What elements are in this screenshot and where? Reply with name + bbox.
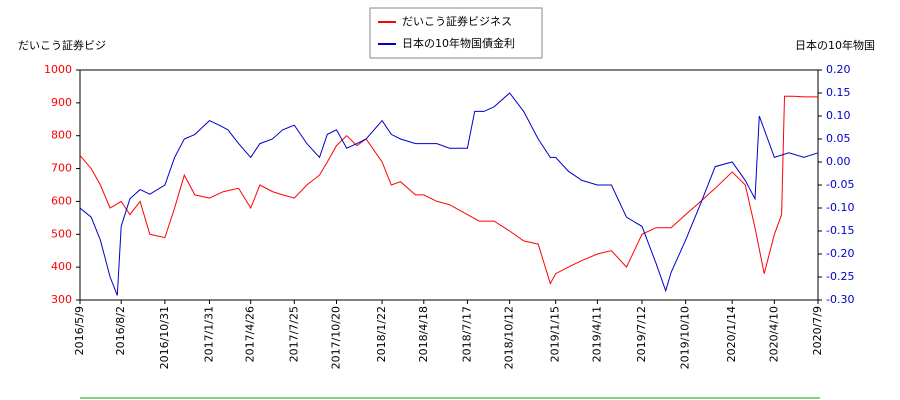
y2-tick-label: 0.20	[826, 63, 851, 76]
y2-tick-label: -0.05	[826, 178, 854, 191]
y-tick-label: 800	[51, 129, 72, 142]
x-tick-label: 2017/10/20	[330, 306, 343, 369]
y2-tick-label: -0.20	[826, 247, 854, 260]
x-tick-label: 2018/7/17	[460, 306, 473, 362]
y-tick-label: 700	[51, 162, 72, 175]
legend-label: 日本の10年物国債金利	[402, 36, 515, 50]
legend-box	[369, 7, 543, 59]
legend-label: だいこう証券ビジネス	[402, 14, 512, 28]
series-line	[79, 92, 819, 296]
series-line	[79, 95, 818, 285]
x-tick-label: 2017/4/26	[244, 306, 257, 362]
y2-tick-label: -0.30	[826, 293, 854, 306]
y-tick-label: 300	[51, 293, 72, 306]
x-tick-label: 2020/4/10	[767, 306, 780, 362]
x-tick-label: 2016/8/2	[114, 306, 127, 355]
x-tick-label: 2017/1/31	[202, 306, 215, 362]
y2-tick-label: -0.15	[826, 224, 854, 237]
x-tick-label: 2016/5/9	[73, 306, 86, 355]
y-tick-label: 1000	[44, 63, 72, 76]
x-tick-label: 2019/7/12	[635, 306, 648, 362]
x-tick-label: 2020/1/14	[725, 306, 738, 362]
y-axis-label: だいこう証券ビジ	[18, 38, 106, 52]
y-tick-label: 400	[51, 260, 72, 273]
x-tick-label: 2018/10/12	[503, 306, 516, 369]
x-tick-label: 2020/7/9	[811, 306, 824, 355]
y-tick-label: 600	[51, 194, 72, 207]
y2-tick-label: -0.25	[826, 270, 854, 283]
x-tick-label: 2018/4/18	[417, 306, 430, 362]
y2-axis-label: 日本の10年物国	[795, 38, 875, 52]
y2-tick-label: 0.10	[826, 109, 851, 122]
y2-tick-label: 0.05	[826, 132, 851, 145]
y2-tick-label: -0.10	[826, 201, 854, 214]
x-tick-label: 2017/7/25	[287, 306, 300, 362]
x-tick-label: 2019/10/10	[679, 306, 692, 369]
x-tick-label: 2019/4/11	[590, 306, 603, 362]
x-tick-label: 2016/10/31	[158, 306, 171, 369]
y2-tick-label: 0.15	[826, 86, 851, 99]
x-tick-label: 2019/1/15	[549, 306, 562, 362]
y2-tick-label: 0.00	[826, 155, 851, 168]
x-tick-label: 2018/1/22	[375, 306, 388, 362]
y-tick-label: 900	[51, 96, 72, 109]
plot-frame	[79, 69, 819, 301]
y-tick-label: 500	[51, 227, 72, 240]
